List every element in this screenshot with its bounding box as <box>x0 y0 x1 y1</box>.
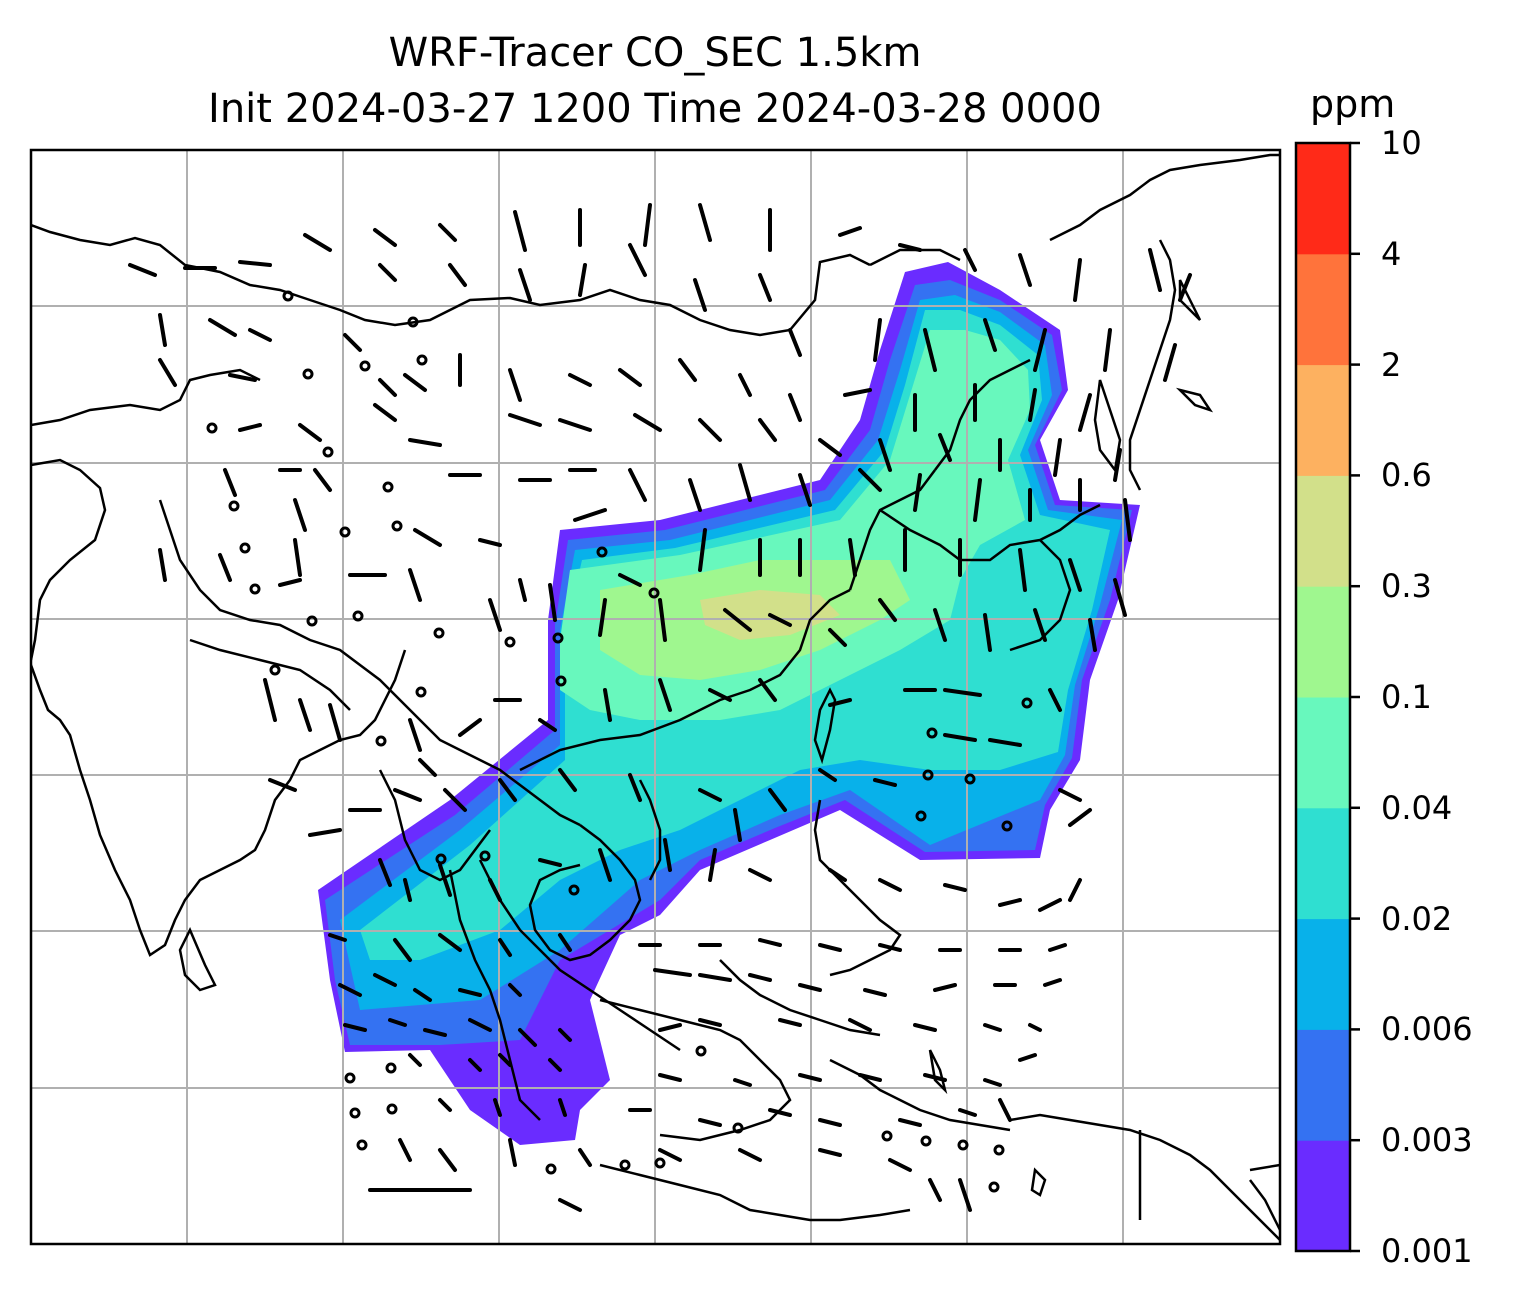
map-title-line1: WRF-Tracer CO_SEC 1.5km <box>388 30 922 76</box>
colorbar-tick-label: 2 <box>1381 345 1402 384</box>
colorbar-tick-label: 0.001 <box>1381 1232 1473 1270</box>
colorbar-tick-label: 0.6 <box>1381 456 1432 495</box>
colorbar-swatch <box>1296 807 1350 920</box>
colorbar-tick-label: 0.003 <box>1381 1121 1473 1160</box>
colorbar-tick-label: 0.3 <box>1381 567 1432 606</box>
colorbar <box>1294 141 1360 1253</box>
colorbar-swatch <box>1296 253 1350 366</box>
colorbar-unit: ppm <box>1310 82 1396 126</box>
colorbar-tick-label: 0.1 <box>1381 678 1432 716</box>
wind-barbs <box>128 203 1192 1212</box>
colorbar-swatch <box>1296 697 1350 809</box>
map-gridlines <box>31 150 1280 1244</box>
colorbar-swatch <box>1296 1140 1350 1252</box>
coastlines-borders <box>31 153 1280 1241</box>
colorbar-swatch <box>1296 364 1350 476</box>
colorbar-tick-label: 0.02 <box>1381 899 1453 938</box>
colorbar-swatch <box>1296 143 1350 255</box>
map-frame <box>29 148 1282 1246</box>
colorbar-swatch <box>1296 1029 1350 1141</box>
co-tracer-field <box>318 262 1140 1145</box>
map-title-line2: Init 2024-03-27 1200 Time 2024-03-28 000… <box>208 86 1102 132</box>
colorbar-swatch <box>1296 918 1350 1030</box>
colorbar-tick-label: 0.04 <box>1381 788 1453 827</box>
calm-wind-markers <box>206 290 1033 1193</box>
colorbar-tick-label: 4 <box>1381 234 1402 273</box>
colorbar-swatch <box>1296 586 1350 698</box>
colorbar-swatch <box>1296 475 1350 587</box>
colorbar-tick-label: 10 <box>1381 124 1422 162</box>
colorbar-tick-label: 0.006 <box>1381 1010 1473 1049</box>
